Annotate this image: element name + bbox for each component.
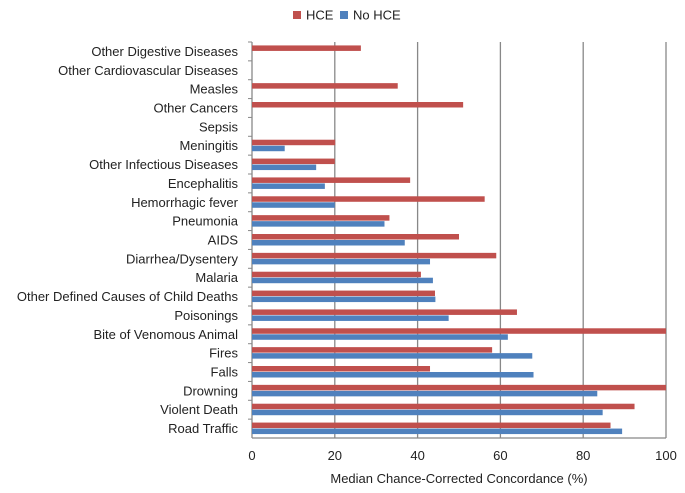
x-tick-label: 0	[248, 448, 255, 463]
x-axis-label: Median Chance-Corrected Concordance (%)	[330, 471, 587, 486]
bar-hce	[252, 366, 431, 372]
category-label: Bite of Venomous Animal	[93, 327, 238, 342]
category-label: Violent Death	[160, 402, 238, 417]
category-label: Encephalitis	[168, 176, 239, 191]
category-label: Fires	[209, 346, 238, 361]
bar-hce	[252, 328, 666, 334]
category-label: Pneumonia	[172, 214, 239, 229]
category-label: Other Cancers	[153, 101, 238, 116]
bar-hce	[252, 102, 464, 108]
x-tick-label: 100	[655, 448, 677, 463]
bar-no-hce	[252, 277, 433, 284]
category-label: Other Cardiovascular Diseases	[58, 63, 238, 78]
bar-hce	[252, 215, 390, 221]
category-label: Sepsis	[199, 119, 239, 134]
bar-hce	[252, 158, 335, 165]
bar-hce	[252, 290, 435, 297]
x-tick-labels: 0 20 40 60 80 100	[248, 448, 676, 463]
bar-hce	[252, 177, 411, 183]
bars	[252, 45, 666, 435]
bar-no-hce	[252, 240, 405, 246]
bar-no-hce	[252, 390, 598, 397]
bar-hce	[252, 45, 361, 51]
bar-hce	[252, 196, 485, 202]
bar-hce	[252, 384, 666, 391]
category-label: Falls	[211, 365, 239, 380]
category-label: Poisonings	[174, 308, 238, 323]
category-label: Diarrhea/Dysentery	[126, 251, 238, 266]
legend-swatch	[340, 11, 348, 19]
bar-no-hce	[252, 428, 623, 435]
bar-no-hce	[252, 315, 449, 321]
bar-no-hce	[252, 145, 285, 152]
bar-hce	[252, 271, 421, 278]
bar-no-hce	[252, 409, 603, 416]
bar-hce	[252, 83, 398, 89]
bar-hce	[252, 309, 517, 315]
bar-no-hce	[252, 183, 325, 189]
legend: HCE No HCE	[293, 8, 401, 23]
bar-hce	[252, 347, 493, 353]
legend-label: HCE	[306, 8, 334, 23]
bar-no-hce	[252, 334, 508, 340]
bar-no-hce	[252, 353, 533, 359]
bar-no-hce	[252, 202, 335, 208]
category-label: Road Traffic	[168, 421, 238, 436]
bar-no-hce	[252, 296, 436, 303]
x-tick-label: 40	[410, 448, 424, 463]
category-label: Malaria	[195, 270, 238, 285]
x-tick-label: 20	[328, 448, 342, 463]
category-label: Other Infectious Diseases	[89, 157, 238, 172]
bar-hce	[252, 234, 459, 240]
bar-no-hce	[252, 164, 317, 171]
bar-hce	[252, 403, 635, 410]
bar-no-hce	[252, 221, 385, 227]
legend-swatch	[293, 11, 301, 19]
category-label: Other Digestive Diseases	[91, 44, 238, 59]
category-label: Hemorrhagic fever	[131, 195, 239, 210]
category-label: Meningitis	[179, 138, 238, 153]
bar-no-hce	[252, 372, 534, 378]
bar-hce	[252, 252, 497, 259]
category-label: AIDS	[208, 233, 239, 248]
x-tick-label: 60	[493, 448, 507, 463]
bar-hce	[252, 139, 336, 146]
category-label: Measles	[190, 82, 239, 97]
bar-no-hce	[252, 258, 431, 265]
category-labels: Other Digestive Diseases Other Cardiovasc…	[17, 44, 239, 436]
legend-label: No HCE	[353, 8, 401, 23]
bar-hce	[252, 422, 611, 429]
category-label: Drowning	[183, 383, 238, 398]
x-tick-label: 80	[576, 448, 590, 463]
category-label: Other Defined Causes of Child Deaths	[17, 289, 239, 304]
